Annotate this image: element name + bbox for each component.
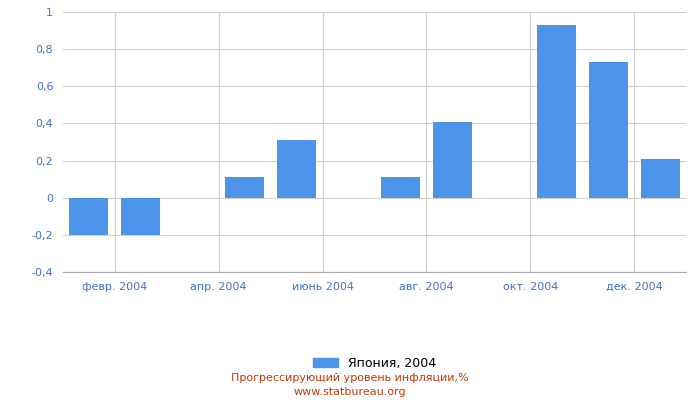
Text: www.statbureau.org: www.statbureau.org [294, 387, 406, 397]
Bar [537, 25, 575, 198]
Text: Прогрессирующий уровень инфляции,%: Прогрессирующий уровень инфляции,% [231, 373, 469, 383]
Bar [121, 198, 160, 235]
Bar [69, 198, 108, 235]
Bar [640, 159, 680, 198]
Bar [225, 177, 264, 198]
Bar [381, 177, 420, 198]
Legend: Япония, 2004: Япония, 2004 [308, 352, 441, 375]
Bar [433, 122, 472, 198]
Bar [589, 62, 628, 198]
Bar [277, 140, 316, 198]
